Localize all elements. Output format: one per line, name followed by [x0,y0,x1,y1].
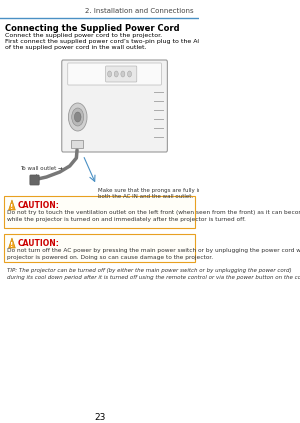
Text: First connect the supplied power cord’s two-pin plug to the AC IN of the project: First connect the supplied power cord’s … [5,39,300,50]
Circle shape [121,71,125,77]
Text: 2. Installation and Connections: 2. Installation and Connections [85,8,194,14]
Text: Connecting the Supplied Power Cord: Connecting the Supplied Power Cord [5,24,180,33]
Circle shape [68,103,87,131]
FancyBboxPatch shape [62,60,167,152]
Text: Do not try to touch the ventilation outlet on the left front (when seen from the: Do not try to touch the ventilation outl… [7,210,300,222]
Text: CAUTION:: CAUTION: [18,239,60,248]
Text: Connect the supplied power cord to the projector.: Connect the supplied power cord to the p… [5,33,162,38]
Text: Make sure that the prongs are fully inserted into
both the AC IN and the wall ou: Make sure that the prongs are fully inse… [98,188,231,199]
Text: TIP: The projector can be turned off (by either the main power switch or by unpl: TIP: The projector can be turned off (by… [7,268,300,280]
Text: To wall outlet →: To wall outlet → [20,166,62,177]
Circle shape [108,71,112,77]
FancyBboxPatch shape [4,196,195,228]
Text: CAUTION:: CAUTION: [18,201,60,210]
FancyBboxPatch shape [68,63,161,85]
Circle shape [128,71,131,77]
Circle shape [74,112,81,122]
Text: !: ! [10,204,14,210]
Polygon shape [9,238,15,248]
Text: Do not turn off the AC power by pressing the main power switch or by unplugging : Do not turn off the AC power by pressing… [7,248,300,260]
Circle shape [114,71,118,77]
FancyBboxPatch shape [106,66,137,82]
Polygon shape [9,200,15,210]
Circle shape [72,108,84,126]
FancyBboxPatch shape [30,175,39,185]
Text: 23: 23 [94,413,105,422]
Text: !: ! [10,242,14,248]
FancyBboxPatch shape [4,234,195,262]
FancyBboxPatch shape [71,140,83,148]
